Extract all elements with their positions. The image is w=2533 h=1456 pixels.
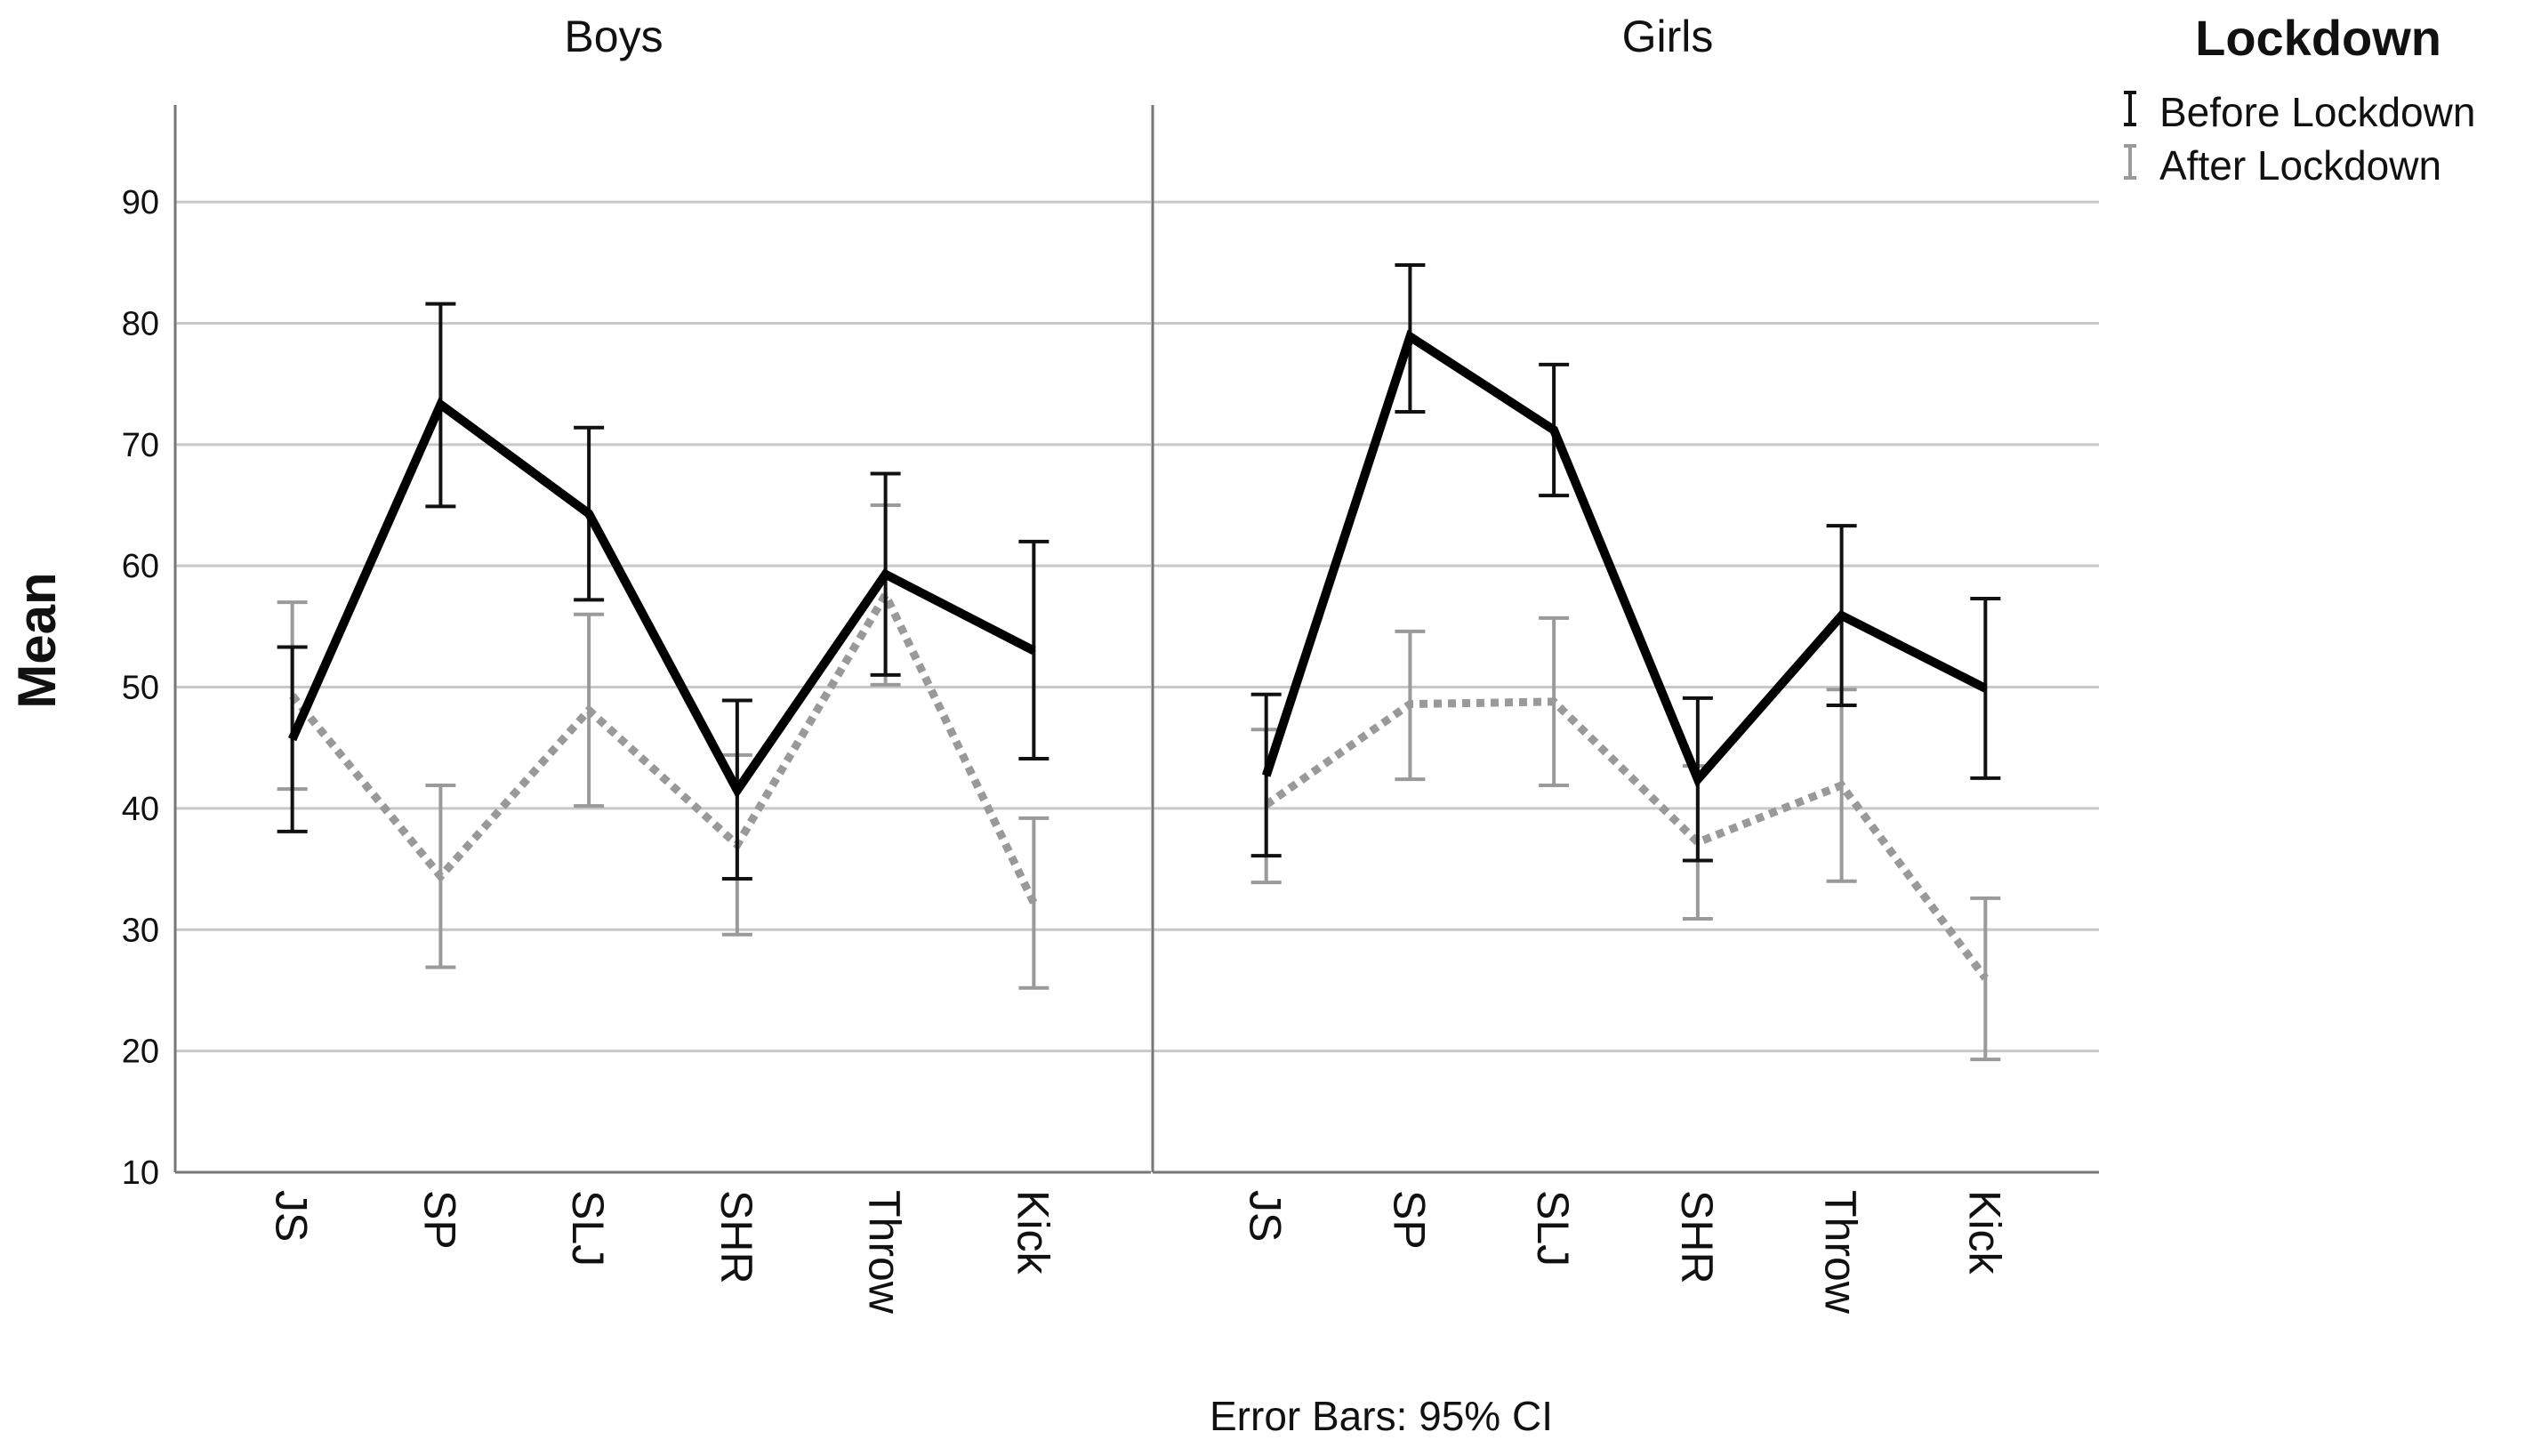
series-line xyxy=(1264,697,1989,981)
legend-title: Lockdown xyxy=(2195,10,2441,66)
y-tick-label: 30 xyxy=(122,912,159,949)
series-line xyxy=(288,398,1036,800)
x-tick-label: SP xyxy=(414,1190,464,1250)
data-point xyxy=(735,788,739,792)
data-point xyxy=(1552,699,1556,704)
data-point xyxy=(1983,686,1988,690)
y-tick-label: 10 xyxy=(122,1154,159,1192)
series-before-lockdown xyxy=(1250,263,2001,863)
x-tick-label: Kick xyxy=(1959,1190,2009,1275)
x-tick-label: JS xyxy=(1241,1190,1291,1242)
data-point xyxy=(1983,976,1988,980)
data-point xyxy=(1032,901,1036,905)
panel-title: Girls xyxy=(1622,12,1714,61)
data-point xyxy=(290,737,294,742)
y-tick-label: 70 xyxy=(122,427,159,464)
x-tick-label: SHR xyxy=(712,1190,761,1284)
x-tick-label: SLJ xyxy=(563,1190,613,1267)
series-after-lockdown xyxy=(1250,615,2001,1062)
data-point xyxy=(438,402,443,406)
data-point xyxy=(1839,614,1844,618)
panel-title: Boys xyxy=(564,12,663,61)
data-point xyxy=(587,511,591,516)
data-point xyxy=(1839,784,1844,787)
y-tick-label: 60 xyxy=(122,548,159,585)
legend-entries: Before Lockdown After Lockdown xyxy=(2124,89,2475,189)
error-bars-footnote: Error Bars: 95% CI xyxy=(1210,1393,1553,1439)
panel-boys: 10 20 30 40 50 60 70 80 90 Boys JS SP SLJ SHR Throw Kic… xyxy=(122,12,1151,1315)
data-point xyxy=(438,874,443,879)
x-tick-label: Kick xyxy=(1008,1190,1057,1275)
data-point xyxy=(1695,777,1700,782)
x-tick-label: SP xyxy=(1384,1190,1434,1250)
x-tick-label: Throw xyxy=(1816,1190,1866,1315)
data-point xyxy=(1264,774,1268,778)
data-point xyxy=(1032,648,1036,653)
legend-label: Before Lockdown xyxy=(2159,89,2475,135)
y-tick-label: 50 xyxy=(122,670,159,707)
data-point xyxy=(883,572,888,576)
legend: Lockdown Before Lockdown After Lockdown xyxy=(2124,10,2475,189)
panel-girls: Girls JS SP SLJ SHR Throw Kick xyxy=(1151,12,2099,1315)
series-line xyxy=(289,586,1038,905)
y-tick-label: 90 xyxy=(122,184,159,221)
data-point xyxy=(1408,702,1412,706)
panels: 10 20 30 40 50 60 70 80 90 Boys JS SP SLJ SHR Throw Kic… xyxy=(122,12,2099,1315)
y-tick-label: 80 xyxy=(122,305,159,342)
legend-label: After Lockdown xyxy=(2159,142,2441,189)
x-tick-label: Throw xyxy=(860,1190,910,1315)
series-line xyxy=(1261,329,1988,788)
x-tick-label: SLJ xyxy=(1528,1190,1578,1267)
y-axis-label: Mean xyxy=(7,572,67,708)
data-point xyxy=(1408,334,1412,339)
series-before-lockdown xyxy=(277,302,1049,881)
x-tick-label: SHR xyxy=(1672,1190,1722,1284)
y-tick-label: 40 xyxy=(122,791,159,828)
x-tick-label: JS xyxy=(267,1190,317,1242)
y-tick-label: 20 xyxy=(122,1034,159,1071)
data-point xyxy=(587,708,591,712)
data-point xyxy=(1552,428,1556,432)
